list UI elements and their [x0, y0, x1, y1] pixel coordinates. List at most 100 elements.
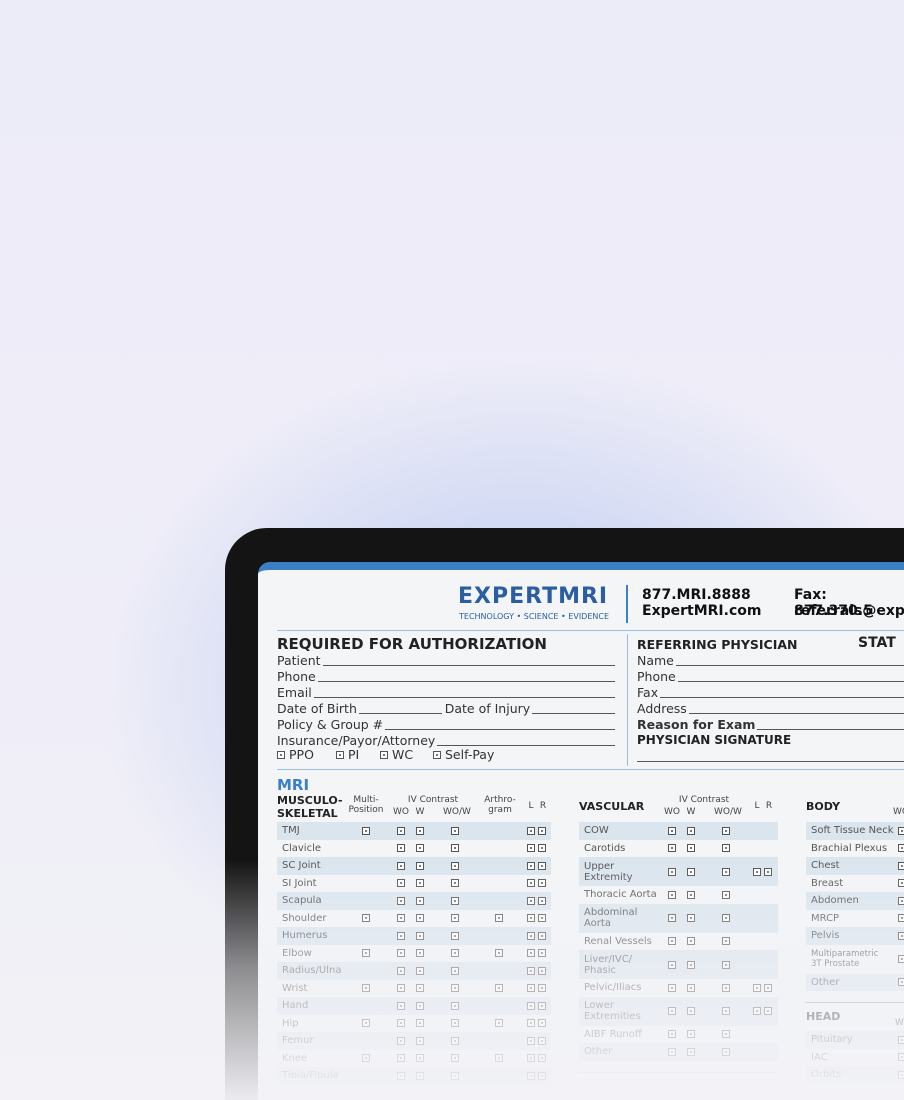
field-line	[688, 713, 904, 714]
field-line	[317, 681, 615, 682]
checkbox	[380, 751, 388, 759]
option-label: PPO	[289, 747, 314, 762]
checkbox	[687, 826, 695, 835]
checkbox	[397, 826, 405, 835]
checkbox	[668, 844, 676, 853]
checkbox	[433, 751, 441, 759]
field-label: Name	[637, 653, 674, 668]
field-label: Patient	[277, 653, 321, 668]
checkbox	[687, 844, 695, 853]
section-title: REQUIRED FOR AUTHORIZATION	[277, 635, 547, 653]
field-row: Address	[637, 701, 904, 716]
table-row: Clavicle	[277, 840, 551, 858]
column-header: IV Contrast	[678, 795, 730, 805]
column-header: R	[539, 801, 547, 811]
website: ExpertMRI.com	[642, 603, 762, 619]
section-title: MRI	[277, 776, 310, 794]
checkbox	[898, 826, 904, 835]
field-label: Insurance/Payor/Attorney	[277, 733, 436, 748]
checkbox	[898, 844, 904, 853]
field-label: Date of Injury	[444, 701, 531, 716]
field-line	[675, 665, 904, 666]
column-header: L	[528, 801, 534, 811]
column-header: WO	[893, 807, 904, 817]
checkbox	[336, 751, 344, 759]
checkbox	[668, 826, 676, 835]
field-label: Reason for Exam	[637, 717, 756, 732]
field-line	[532, 713, 615, 714]
divider	[627, 634, 628, 766]
column-header: WO/W	[714, 807, 742, 817]
field-label: Policy & Group #	[277, 717, 384, 732]
field-line	[437, 745, 615, 746]
field-row: Policy & Group #	[277, 717, 618, 732]
column-header: WO	[664, 807, 680, 817]
checkbox	[277, 751, 285, 759]
field-line	[313, 697, 615, 698]
row-label: Carotids	[584, 842, 626, 854]
checkbox	[722, 844, 730, 853]
email: referrals@expe	[794, 603, 904, 619]
field-line	[385, 729, 615, 730]
divider	[626, 585, 628, 623]
rule	[277, 769, 904, 770]
row-label: Brachial Plexus	[811, 842, 888, 854]
field-line	[757, 729, 904, 730]
tagline: TECHNOLOGY • SCIENCE • EVIDENCE	[459, 612, 610, 621]
checkbox	[362, 826, 370, 835]
option-label: PI	[348, 747, 360, 762]
field-row: Reason for Exam	[637, 717, 904, 732]
checkbox	[538, 844, 546, 852]
table-row: Brachial Plexus	[806, 840, 904, 858]
rule	[277, 630, 904, 631]
table-row: Soft Tissue Neck	[806, 822, 904, 840]
column-header: WO	[393, 807, 409, 817]
field-row: Email	[277, 685, 618, 700]
checkbox	[722, 826, 730, 835]
column-header: L	[754, 801, 760, 811]
field-label: Phone	[637, 669, 676, 684]
checkbox	[538, 826, 546, 835]
field-line	[677, 681, 904, 682]
field-row: Fax	[637, 685, 904, 700]
checkbox	[451, 826, 459, 835]
table-row: TMJ	[277, 822, 551, 840]
column-header: W	[686, 807, 696, 817]
field-label: Address	[637, 701, 687, 716]
table-title: VASCULAR	[579, 800, 645, 813]
checkbox	[416, 844, 424, 852]
table-row: Carotids	[579, 840, 778, 858]
field-line	[358, 713, 442, 714]
stat: STAT	[858, 635, 896, 651]
table-title: MUSCULO- SKELETAL	[277, 794, 343, 820]
field-line	[322, 665, 615, 666]
table-row: COW	[579, 822, 778, 840]
field-row: Phone	[277, 669, 618, 684]
phone: 877.MRI.8888	[642, 587, 751, 603]
field-row: Patient	[277, 653, 618, 668]
table-title: BODY	[806, 800, 841, 813]
field-line	[660, 697, 904, 698]
checkbox	[527, 826, 535, 835]
section-title: REFERRING PHYSICIAN	[637, 637, 798, 652]
field-label: Fax	[637, 685, 659, 700]
field-label: Phone	[277, 669, 316, 684]
row-label: Soft Tissue Neck	[811, 825, 894, 837]
field-row: Insurance/Payor/Attorney	[277, 733, 618, 748]
field-label: Email	[277, 685, 312, 700]
row-label: Clavicle	[282, 842, 322, 854]
row-label: COW	[584, 825, 609, 837]
row-label: TMJ	[282, 825, 300, 837]
field-label: Date of Birth	[277, 701, 357, 716]
column-header: W	[415, 807, 425, 817]
field-row: Name	[637, 653, 904, 668]
column-header: R	[765, 801, 773, 811]
checkbox	[416, 826, 424, 835]
field-row: Date of Birth Date of Injury	[277, 701, 618, 716]
checkbox	[397, 844, 405, 852]
fade-overlay	[0, 860, 904, 1100]
checkbox	[527, 844, 535, 852]
option-label: Self-Pay	[445, 747, 495, 762]
fax: Fax: 877.370.5	[794, 587, 873, 619]
